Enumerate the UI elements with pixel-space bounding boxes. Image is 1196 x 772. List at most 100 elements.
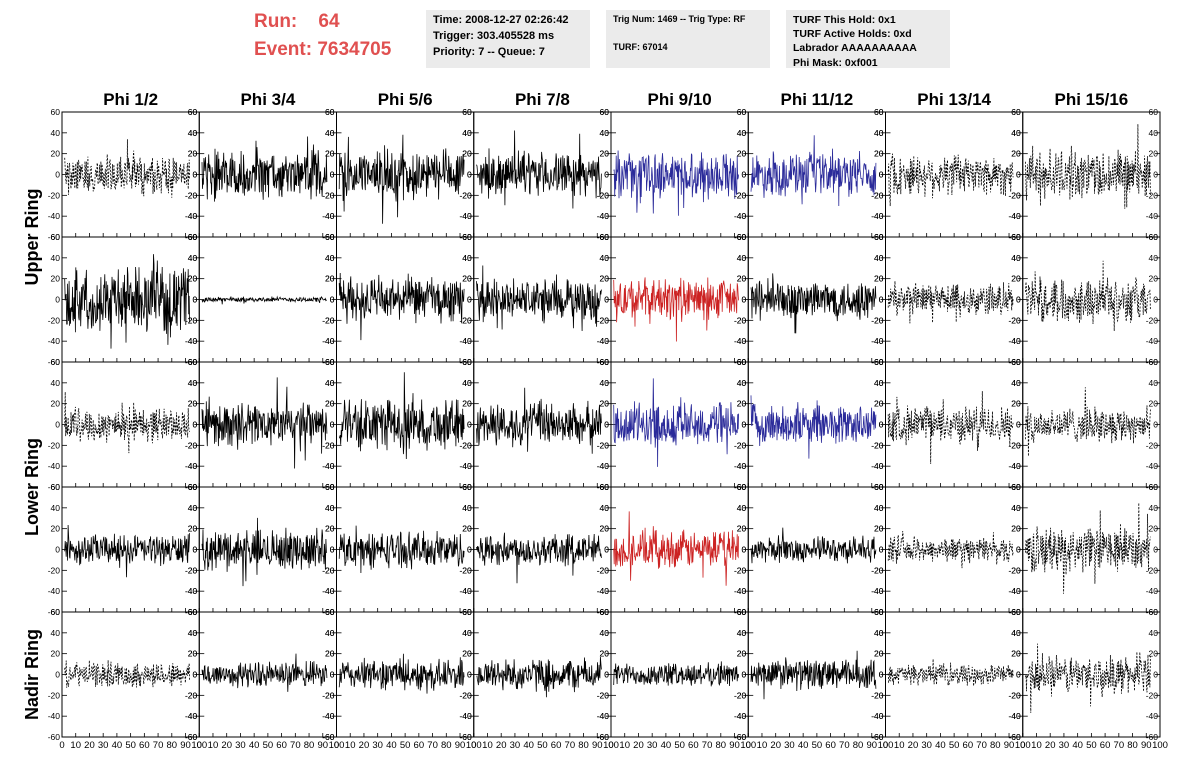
waveform-trace <box>887 153 1014 207</box>
y-tick-label: 40 <box>462 128 472 138</box>
waveform-trace <box>64 254 190 349</box>
y-tick-label: 40 <box>737 128 747 138</box>
y-tick-label: -20 <box>459 315 472 325</box>
y-tick-label: 0 <box>879 670 884 680</box>
y-tick-label: 40 <box>737 253 747 263</box>
waveform-trace <box>338 525 465 574</box>
x-tick-label: 0 <box>746 740 751 751</box>
y-tick-label: 0 <box>193 170 198 180</box>
y-tick-label: 40 <box>325 628 335 638</box>
x-tick-label: 60 <box>1100 740 1111 751</box>
y-tick-label: 0 <box>330 670 335 680</box>
y-tick-label: -40 <box>734 461 747 471</box>
y-tick-label: -40 <box>459 336 472 346</box>
x-tick-label: 60 <box>825 740 836 751</box>
y-tick-label: -40 <box>1008 336 1021 346</box>
x-tick-label: 0 <box>1020 740 1025 751</box>
y-tick-label: -40 <box>185 336 198 346</box>
y-tick-label: 40 <box>600 378 610 388</box>
y-tick-label: 20 <box>1149 649 1159 659</box>
y-tick-label: 60 <box>1149 482 1159 492</box>
y-tick-label: 40 <box>874 128 884 138</box>
y-tick-label: 0 <box>1016 545 1021 555</box>
y-tick-label: 60 <box>600 357 610 367</box>
y-tick-label: 20 <box>51 399 61 409</box>
x-tick-label: 80 <box>716 740 727 751</box>
y-tick-label: -60 <box>734 732 747 742</box>
y-tick-label: 0 <box>467 295 472 305</box>
y-tick-label: -40 <box>322 211 335 221</box>
x-tick-label: 10 <box>345 740 356 751</box>
y-tick-label: 40 <box>188 503 198 513</box>
y-tick-label: 0 <box>193 170 198 180</box>
y-tick-label: 40 <box>188 503 198 513</box>
y-tick-label: 60 <box>1149 107 1159 117</box>
y-tick-label: 20 <box>462 649 472 659</box>
y-tick-label: 60 <box>600 357 610 367</box>
y-tick-label: 40 <box>874 503 884 513</box>
waveform-trace <box>476 265 602 332</box>
waveform-trace <box>338 372 465 460</box>
y-tick-label: -40 <box>459 711 472 721</box>
y-tick-label: -20 <box>322 315 335 325</box>
y-tick-label: -40 <box>459 586 472 596</box>
y-tick-label: 60 <box>188 482 198 492</box>
x-tick-label: 90 <box>729 740 740 751</box>
y-tick-label: 20 <box>325 149 335 159</box>
y-tick-label: 60 <box>462 357 472 367</box>
y-tick-label: 40 <box>1149 128 1159 138</box>
y-tick-label: 0 <box>193 545 198 555</box>
y-tick-label: 0 <box>1153 295 1158 305</box>
y-tick-label: 40 <box>1149 378 1159 388</box>
y-tick-label: 60 <box>51 482 61 492</box>
y-tick-label: -20 <box>322 190 335 200</box>
x-tick-label: 20 <box>633 740 644 751</box>
waveform-trace <box>750 395 877 459</box>
y-tick-label: 40 <box>1011 503 1021 513</box>
y-tick-label: 40 <box>325 378 335 388</box>
y-tick-label: -20 <box>459 565 472 575</box>
y-tick-label: 0 <box>1016 670 1021 680</box>
y-tick-label: -40 <box>871 461 884 471</box>
waveform-trace <box>613 661 739 687</box>
y-tick-label: 20 <box>462 524 472 534</box>
y-tick-label: 40 <box>188 628 198 638</box>
y-tick-label: -40 <box>734 211 747 221</box>
y-tick-label: -40 <box>48 586 61 596</box>
y-tick-label: -20 <box>1146 565 1159 575</box>
y-tick-label: -40 <box>871 211 884 221</box>
y-tick-label: 40 <box>737 128 747 138</box>
y-tick-label: 60 <box>188 107 198 117</box>
x-tick-label: 80 <box>990 740 1001 751</box>
y-tick-label: -20 <box>459 190 472 200</box>
y-tick-label: 0 <box>604 170 609 180</box>
y-tick-label: -40 <box>597 586 610 596</box>
y-tick-label: -60 <box>48 357 61 367</box>
y-tick-label: 40 <box>737 628 747 638</box>
y-tick-label: 60 <box>51 357 61 367</box>
y-tick-label: 60 <box>462 107 472 117</box>
y-tick-label: -20 <box>459 565 472 575</box>
y-tick-label: -40 <box>734 461 747 471</box>
y-tick-label: 60 <box>874 107 884 117</box>
y-tick-label: 20 <box>874 274 884 284</box>
y-tick-label: 0 <box>604 295 609 305</box>
y-tick-label: 60 <box>600 482 610 492</box>
x-tick-label: 50 <box>400 740 411 751</box>
y-tick-label: -20 <box>734 315 747 325</box>
y-tick-label: -60 <box>185 732 198 742</box>
y-tick-label: 40 <box>1011 253 1021 263</box>
y-tick-label: 0 <box>1153 545 1158 555</box>
y-tick-label: 60 <box>1011 232 1021 242</box>
y-tick-label: 0 <box>742 420 747 430</box>
y-tick-label: 20 <box>462 274 472 284</box>
y-tick-label: -20 <box>322 565 335 575</box>
